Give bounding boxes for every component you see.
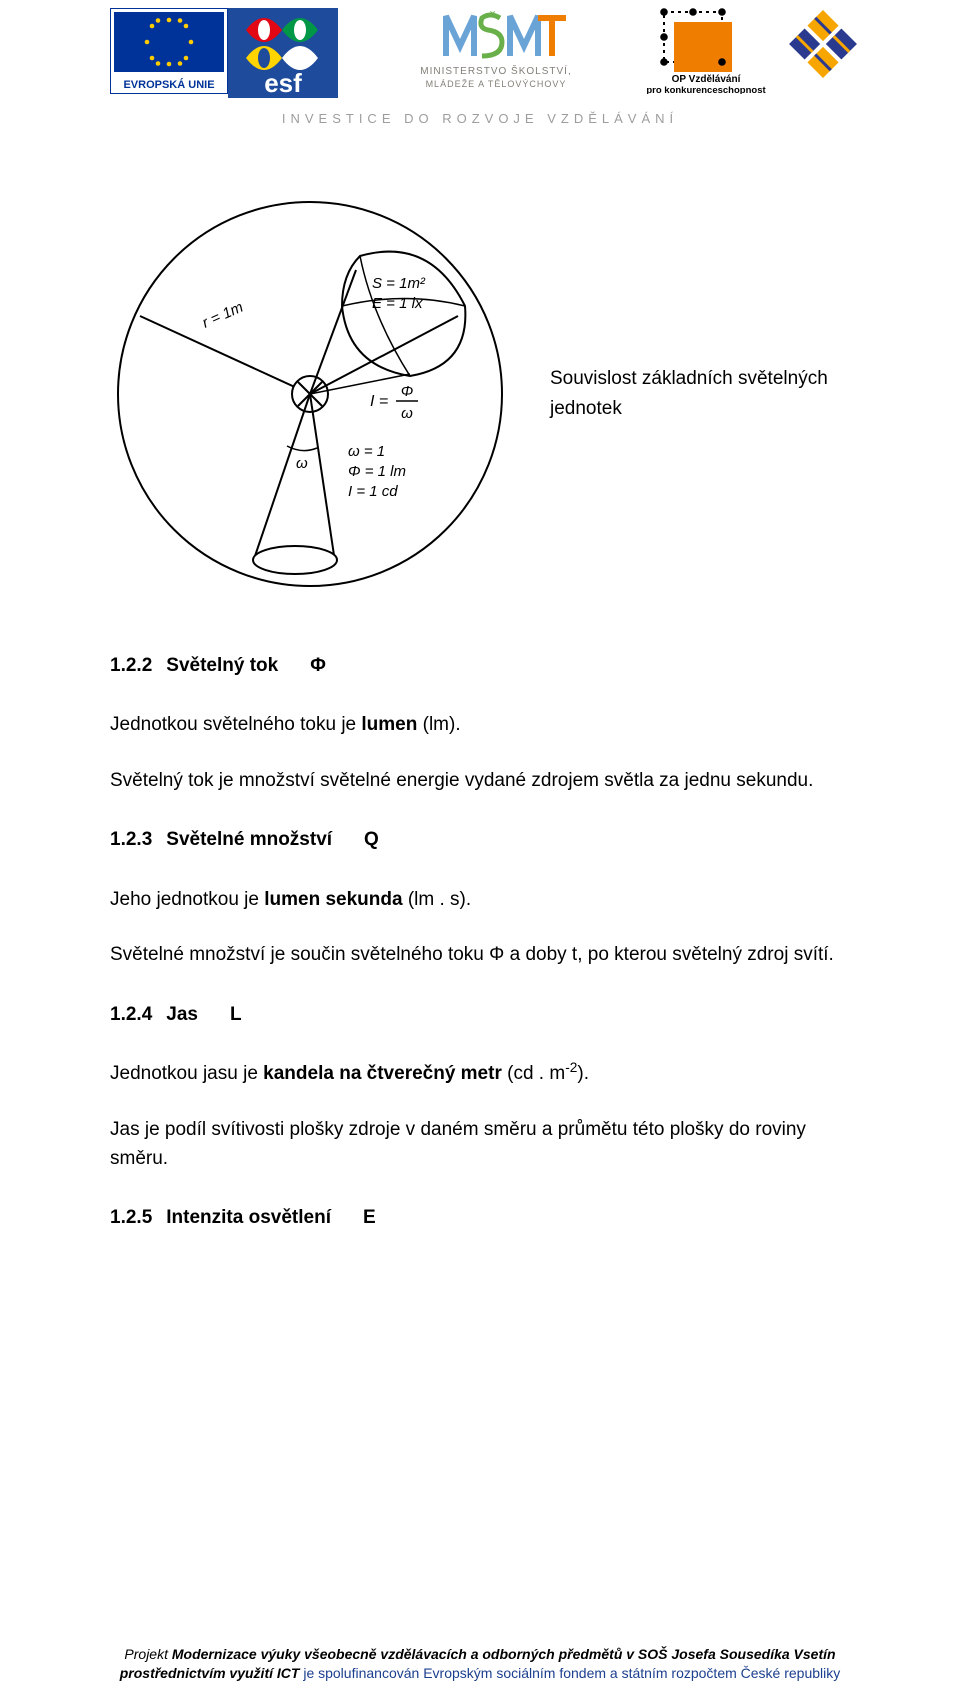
document-body: r = 1m S = 1m² E = 1 lx I = Φ ω ω ω = 1 …: [0, 196, 960, 1233]
header-tagline: INVESTICE DO ROZVOJE VZDĚLÁVÁNÍ: [0, 111, 960, 126]
section-number: 1.2.2: [110, 651, 152, 680]
footer-l2a: prostřednictvím využití ICT: [120, 1665, 300, 1681]
footer-l2c: Evropským sociálním fondem a státním roz…: [423, 1665, 840, 1681]
diagram-label-omega: ω: [296, 455, 308, 472]
esf-label: esf: [264, 68, 302, 98]
msmt-logo: ˇ MINISTERSTVO ŠKOLSTVÍ, MLÁDEŽE A TĚLOV…: [386, 8, 606, 99]
section-heading: 1.2.4 Jas L: [110, 1000, 850, 1029]
section-number: 1.2.3: [110, 825, 152, 854]
footer-prefix: Projekt: [124, 1646, 171, 1662]
diagram-label-l3: I = 1 cd: [348, 483, 398, 500]
svg-text:ω: ω: [401, 405, 413, 422]
light-units-diagram: r = 1m S = 1m² E = 1 lx I = Φ ω ω ω = 1 …: [110, 196, 510, 591]
section-number: 1.2.5: [110, 1203, 152, 1232]
paragraph: Jeho jednotkou je lumen sekunda (lm . s)…: [110, 885, 850, 914]
paragraph: Jas je podíl svítivosti plošky zdroje v …: [110, 1115, 850, 1174]
page-footer: Projekt Modernizace výuky všeobecně vzdě…: [0, 1645, 960, 1683]
paragraph: Světelné množství je součin světelného t…: [110, 940, 850, 969]
caption-line2: jednotek: [550, 394, 828, 423]
op-line1: OP Vzdělávání: [672, 74, 742, 85]
op-logo: OP Vzdělávání pro konkurenceschopnost: [626, 8, 786, 99]
emblem-logo: [786, 8, 860, 85]
svg-text:I =: I =: [370, 393, 388, 410]
footer-l2b: je spolufinancován: [299, 1665, 423, 1681]
paragraph: Světelný tok je množství světelné energi…: [110, 766, 850, 795]
section-heading: 1.2.3 Světelné množství Q: [110, 825, 850, 854]
section-title: Jas: [166, 1000, 198, 1029]
svg-text:ˇ: ˇ: [490, 10, 496, 27]
diagram-label-l1: ω = 1: [348, 443, 385, 460]
msmt-line2: MLÁDEŽE A TĚLOVÝCHOVY: [426, 79, 567, 89]
footer-project-name: Modernizace výuky všeobecně vzdělávacích…: [172, 1646, 836, 1662]
diagram-label-area: S = 1m²: [372, 275, 426, 292]
svg-text:Φ: Φ: [401, 383, 414, 400]
page-header: EVROPSKÁ UNIE esf ˇ: [0, 0, 960, 107]
op-line2: pro konkurenceschopnost: [646, 85, 766, 94]
section-symbol: Q: [364, 825, 379, 854]
section-symbol: L: [230, 1000, 242, 1029]
caption-line1: Souvislost základních světelných: [550, 364, 828, 393]
eu-flag-logo: EVROPSKÁ UNIE: [110, 8, 228, 99]
section-title: Světelné množství: [166, 825, 332, 854]
diagram-caption: Souvislost základních světelných jednote…: [550, 364, 828, 423]
section-symbol: Φ: [310, 651, 326, 680]
esf-logo: esf: [228, 8, 338, 103]
paragraph: Jednotkou světelného toku je lumen (lm).: [110, 710, 850, 739]
diagram-label-illum: E = 1 lx: [372, 295, 423, 312]
eu-flag-label: EVROPSKÁ UNIE: [123, 78, 214, 91]
section-heading: 1.2.5 Intenzita osvětlení E: [110, 1203, 850, 1232]
section-number: 1.2.4: [110, 1000, 152, 1029]
section-heading: 1.2.2 Světelný tok Φ: [110, 651, 850, 680]
section-symbol: E: [363, 1203, 376, 1232]
diagram-label-l2: Φ = 1 lm: [348, 463, 406, 480]
msmt-line1: MINISTERSTVO ŠKOLSTVÍ,: [420, 64, 571, 77]
paragraph: Jednotkou jasu je kandela na čtverečný m…: [110, 1059, 850, 1088]
section-title: Intenzita osvětlení: [166, 1203, 331, 1232]
section-title: Světelný tok: [166, 651, 278, 680]
